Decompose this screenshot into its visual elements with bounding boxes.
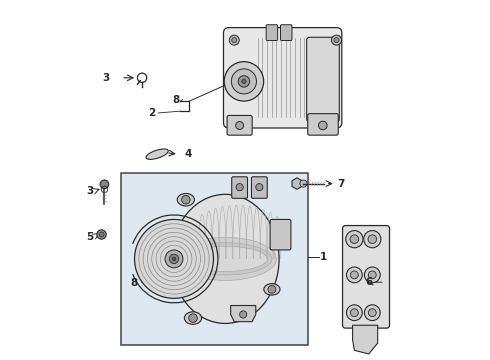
- Circle shape: [368, 235, 377, 243]
- Text: 8: 8: [172, 95, 180, 105]
- Circle shape: [365, 267, 380, 283]
- Text: 8: 8: [130, 278, 137, 288]
- Text: 4: 4: [184, 149, 192, 159]
- FancyBboxPatch shape: [227, 116, 252, 135]
- FancyBboxPatch shape: [223, 28, 342, 128]
- Circle shape: [364, 230, 381, 248]
- Circle shape: [236, 184, 243, 191]
- Circle shape: [172, 257, 176, 261]
- Circle shape: [99, 232, 104, 237]
- FancyBboxPatch shape: [266, 25, 278, 41]
- Ellipse shape: [184, 312, 201, 324]
- Circle shape: [331, 35, 342, 45]
- Circle shape: [165, 250, 183, 268]
- Circle shape: [242, 79, 246, 84]
- Text: 6: 6: [365, 277, 372, 287]
- Circle shape: [346, 305, 362, 320]
- Circle shape: [346, 230, 363, 248]
- Circle shape: [368, 271, 376, 279]
- Circle shape: [240, 311, 247, 318]
- Circle shape: [350, 271, 358, 279]
- Circle shape: [256, 184, 263, 191]
- Ellipse shape: [183, 246, 268, 271]
- Circle shape: [318, 121, 327, 130]
- Polygon shape: [353, 325, 378, 354]
- Circle shape: [189, 314, 197, 322]
- FancyBboxPatch shape: [307, 37, 339, 122]
- Text: 3: 3: [86, 186, 94, 196]
- FancyBboxPatch shape: [270, 220, 291, 250]
- FancyBboxPatch shape: [232, 177, 247, 198]
- Circle shape: [100, 180, 109, 189]
- FancyBboxPatch shape: [280, 25, 292, 41]
- Text: 2: 2: [148, 108, 155, 118]
- Ellipse shape: [146, 149, 168, 159]
- Circle shape: [300, 180, 307, 187]
- Circle shape: [346, 267, 362, 283]
- Circle shape: [224, 62, 264, 101]
- Circle shape: [170, 254, 179, 264]
- Circle shape: [238, 76, 250, 87]
- Ellipse shape: [179, 243, 272, 275]
- Circle shape: [368, 309, 376, 317]
- Polygon shape: [231, 306, 256, 321]
- Text: 5: 5: [86, 232, 94, 242]
- Circle shape: [236, 122, 244, 130]
- Text: 7: 7: [337, 179, 344, 189]
- FancyBboxPatch shape: [308, 114, 338, 135]
- Circle shape: [229, 35, 239, 45]
- Circle shape: [135, 220, 214, 298]
- Circle shape: [334, 38, 339, 42]
- Ellipse shape: [172, 194, 279, 323]
- FancyBboxPatch shape: [343, 226, 390, 328]
- Bar: [122, 173, 308, 345]
- Circle shape: [232, 38, 237, 42]
- Circle shape: [350, 235, 359, 243]
- Circle shape: [181, 195, 190, 204]
- Circle shape: [268, 285, 276, 293]
- Ellipse shape: [174, 237, 276, 280]
- Circle shape: [350, 309, 358, 317]
- Text: 1: 1: [320, 252, 327, 262]
- Text: 3: 3: [102, 73, 109, 83]
- Circle shape: [97, 230, 106, 239]
- Ellipse shape: [177, 193, 195, 206]
- Circle shape: [365, 305, 380, 320]
- Ellipse shape: [264, 284, 280, 295]
- FancyBboxPatch shape: [251, 177, 267, 198]
- Circle shape: [231, 69, 256, 94]
